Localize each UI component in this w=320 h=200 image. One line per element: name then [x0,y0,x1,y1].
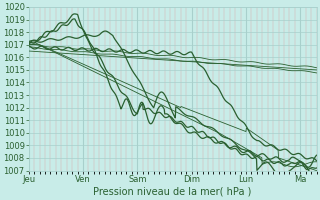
X-axis label: Pression niveau de la mer( hPa ): Pression niveau de la mer( hPa ) [93,187,252,197]
